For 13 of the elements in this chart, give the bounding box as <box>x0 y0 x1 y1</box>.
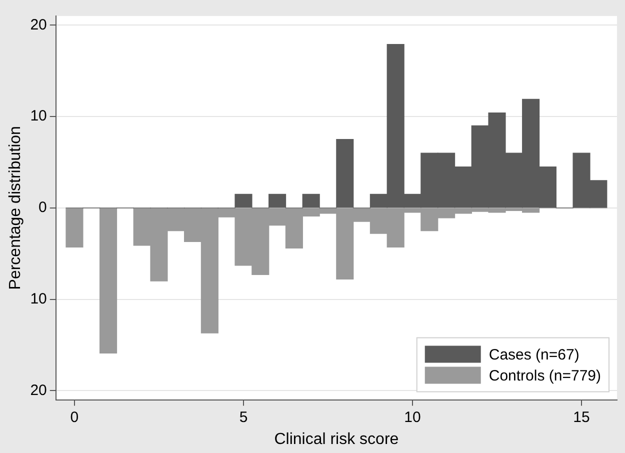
x-tick-label: 0 <box>70 408 79 426</box>
y-tick-label: 20 <box>30 16 47 34</box>
legend-label: Controls (n=779) <box>488 367 602 384</box>
y-tick-label: 0 <box>38 199 47 216</box>
y-axis-title: Percentage distribution <box>7 126 24 290</box>
y-tick-label: 20 <box>30 382 47 399</box>
y-tick-label: 10 <box>30 290 47 308</box>
legend-label: Cases (n=67) <box>488 346 580 364</box>
x-axis-title: Clinical risk score <box>274 430 399 448</box>
x-tick-label: 15 <box>573 408 590 426</box>
y-tick-label: 10 <box>30 108 47 125</box>
x-tick-label: 5 <box>239 408 248 426</box>
x-tick-label: 10 <box>404 408 421 426</box>
